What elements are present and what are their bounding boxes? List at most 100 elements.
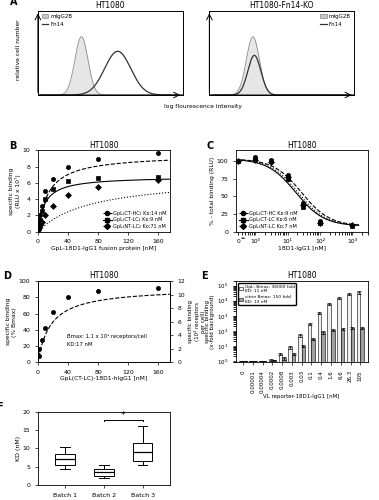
Point <box>155 173 161 181</box>
Point <box>36 352 42 360</box>
Point <box>252 154 258 162</box>
Bar <box>263 361 266 500</box>
Bar <box>327 304 331 500</box>
Point <box>65 162 71 170</box>
Title: HT1080-Fn14-KO: HT1080-Fn14-KO <box>250 2 314 11</box>
Text: relative cell number: relative cell number <box>16 19 21 80</box>
Point <box>252 156 258 164</box>
Bar <box>337 298 341 500</box>
Point <box>36 346 42 354</box>
Point <box>317 218 323 226</box>
Point <box>50 186 56 194</box>
Point <box>35 226 41 234</box>
Point <box>155 176 161 184</box>
PathPatch shape <box>94 468 114 476</box>
Legend: GpLₜCT‑HC₂ Kᴅ:14 nM, GpLₜCT‑LC₂ Kᴅ:9 nM, GpLₜNT‑LC₂ Kᴅ:71 nM: GpLₜCT‑HC₂ Kᴅ:14 nM, GpLₜCT‑LC₂ Kᴅ:9 nM,… <box>102 210 167 229</box>
Title: HT1080: HT1080 <box>287 272 316 280</box>
Title: HT1080: HT1080 <box>89 272 119 280</box>
Point <box>50 175 56 183</box>
Point <box>65 178 71 186</box>
Point <box>285 172 291 180</box>
Bar <box>351 328 354 500</box>
Bar <box>273 360 276 500</box>
Bar <box>357 292 360 500</box>
Y-axis label: % - total binding (RLU): % - total binding (RLU) <box>210 157 215 225</box>
Y-axis label: specific binding
(x-fold background): specific binding (x-fold background) <box>205 294 215 349</box>
Point <box>42 195 49 203</box>
Point <box>300 203 306 211</box>
Point <box>285 171 291 179</box>
Point <box>349 222 355 230</box>
Point <box>37 212 43 220</box>
Legend: mIgG2B, Fn14: mIgG2B, Fn14 <box>41 14 73 28</box>
Point <box>65 294 71 302</box>
Point <box>300 200 306 207</box>
Legend: mIgG2B, Fn14: mIgG2B, Fn14 <box>319 14 352 28</box>
Point <box>35 226 41 234</box>
Point <box>95 287 101 295</box>
Bar <box>269 360 273 500</box>
Legend: GpLₜCT‑HC Kᴅ:9 nM, GpLₜCT‑LC Kᴅ:6 nM, GpLₜNT‑LC Kᴅ:7 nM: GpLₜCT‑HC Kᴅ:9 nM, GpLₜCT‑LC Kᴅ:6 nM, Gp… <box>238 210 298 229</box>
Bar <box>318 313 321 500</box>
X-axis label: VL reporter-18D1-IgG1 [nM]: VL reporter-18D1-IgG1 [nM] <box>263 394 340 399</box>
Title: HT1080: HT1080 <box>89 140 119 149</box>
Bar <box>253 361 256 500</box>
Point <box>349 222 355 230</box>
Point <box>155 149 161 157</box>
X-axis label: GpL(CT-LC)-18D1-hIgG1 [nM]: GpL(CT-LC)-18D1-hIgG1 [nM] <box>60 376 147 382</box>
Point <box>36 222 42 230</box>
Y-axis label: specific binding
(% Bmax): specific binding (% Bmax) <box>6 298 17 346</box>
Point <box>42 187 49 195</box>
Title: HT1080: HT1080 <box>96 2 125 11</box>
Point <box>42 212 49 220</box>
Point <box>65 191 71 199</box>
Text: D: D <box>4 272 12 281</box>
Bar <box>331 330 335 500</box>
Point <box>37 221 43 229</box>
Legend: GpL: Bmax: 36000 fold
KD: 11 nM, citrin Bmax: 150 fold
KD: 13 nM: GpL: Bmax: 36000 fold KD: 11 nM, citrin … <box>238 284 296 305</box>
Bar <box>288 348 292 500</box>
Y-axis label: KD (nM): KD (nM) <box>16 436 21 461</box>
Point <box>300 201 306 209</box>
Point <box>268 157 274 165</box>
Point <box>317 219 323 227</box>
Text: A: A <box>9 0 17 7</box>
Bar <box>292 354 296 500</box>
Y-axis label: specific binding
(10⁴ receptors
per cell): specific binding (10⁴ receptors per cell… <box>188 300 206 344</box>
Bar <box>249 361 253 500</box>
PathPatch shape <box>55 454 75 465</box>
X-axis label: GpL-18D1-IgG1 fusion protein [nM]: GpL-18D1-IgG1 fusion protein [nM] <box>51 246 157 250</box>
Point <box>50 308 56 316</box>
Point <box>95 183 101 191</box>
Point <box>39 202 45 209</box>
Bar <box>312 338 315 500</box>
Point <box>50 202 56 209</box>
Text: F: F <box>0 402 2 412</box>
Point <box>35 226 41 234</box>
Bar <box>282 358 286 500</box>
Text: KD:17 nM: KD:17 nM <box>67 342 92 347</box>
Bar <box>341 328 344 500</box>
Bar <box>302 346 305 500</box>
Point <box>317 217 323 225</box>
Point <box>36 221 42 229</box>
Point <box>235 157 241 165</box>
Point <box>155 284 161 292</box>
Bar <box>279 354 282 500</box>
Bar <box>360 328 364 500</box>
Text: 0: 0 <box>236 238 240 244</box>
Point <box>235 157 241 165</box>
Bar <box>298 336 302 500</box>
Point <box>95 174 101 182</box>
Bar <box>240 361 243 500</box>
Point <box>268 158 274 166</box>
Bar <box>308 324 312 500</box>
Bar <box>243 361 247 500</box>
Bar <box>321 332 325 500</box>
Text: *: * <box>121 410 125 420</box>
Bar <box>259 361 263 500</box>
PathPatch shape <box>133 443 152 461</box>
Point <box>37 216 43 224</box>
Point <box>42 324 49 332</box>
Text: Bmax: 1.1 x 10⁵ receptors/cell: Bmax: 1.1 x 10⁵ receptors/cell <box>67 334 147 339</box>
